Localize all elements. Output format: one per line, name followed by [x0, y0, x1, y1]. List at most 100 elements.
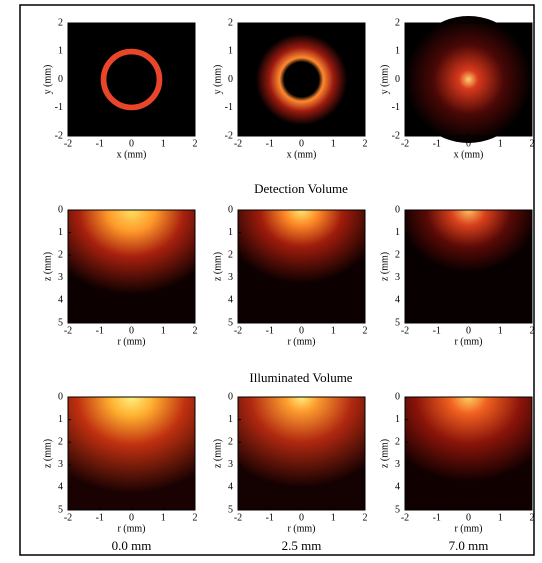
page: -2 -1 0 1 2 -2 -1 0 1 2 x (mm) y (mm) -2 -1 0 1 2 -2 -1 0 1 2… [0, 0, 542, 563]
x-tick-label: 0 [299, 325, 304, 336]
y-tick-label: -2 [225, 130, 233, 141]
y-tick-label: 0 [58, 204, 63, 215]
y-tick-label: 0 [228, 74, 233, 85]
y-tick-label: 5 [58, 504, 63, 515]
x-tick-label: 2 [363, 325, 368, 336]
y-tick-label: 4 [395, 482, 400, 493]
y-tick-label: 5 [228, 317, 233, 328]
y-tick-label: 3 [395, 459, 400, 470]
x-axis-label: x (mm) [454, 149, 484, 160]
y-tick-label: -1 [55, 102, 63, 113]
x-tick-label: 0 [466, 512, 471, 523]
x-tick-label: 0 [129, 325, 134, 336]
x-tick-label: 0 [299, 512, 304, 523]
y-axis-label: z (mm) [379, 439, 390, 468]
x-tick-label: 2 [193, 138, 198, 149]
y-tick-label: 0 [395, 74, 400, 85]
y-tick-label: 5 [395, 317, 400, 328]
figure: -2 -1 0 1 2 -2 -1 0 1 2 x (mm) y (mm) -2 -1 0 1 2 -2 -1 0 1 2… [0, 0, 542, 563]
y-tick-label: 1 [395, 414, 400, 425]
x-tick-label: -1 [266, 138, 274, 149]
y-tick-label: -2 [55, 130, 63, 141]
x-tick-label: -2 [234, 512, 242, 523]
y-tick-label: 3 [228, 272, 233, 283]
y-axis-label: z (mm) [212, 252, 223, 281]
y-tick-label: 0 [395, 204, 400, 215]
x-tick-label: 2 [530, 512, 535, 523]
y-tick-label: 2 [228, 249, 233, 260]
y-tick-label: 5 [395, 504, 400, 515]
y-tick-label: 2 [228, 436, 233, 447]
x-tick-label: -1 [96, 512, 104, 523]
row-title: Illuminated Volume [249, 370, 352, 385]
y-axis-label: z (mm) [212, 439, 223, 468]
x-tick-label: -1 [433, 512, 441, 523]
x-tick-label: -2 [64, 138, 72, 149]
column-label: 2.5 mm [282, 538, 322, 553]
y-tick-label: 0 [58, 74, 63, 85]
heatmap-image [68, 397, 195, 510]
x-tick-label: 2 [193, 325, 198, 336]
x-tick-label: 0 [299, 138, 304, 149]
heatmap-image [68, 210, 195, 323]
y-tick-label: 2 [395, 436, 400, 447]
x-axis-label: r (mm) [454, 336, 482, 347]
y-tick-label: -2 [392, 130, 400, 141]
y-tick-label: 4 [395, 295, 400, 306]
column-label: 0.0 mm [112, 538, 152, 553]
y-tick-label: 1 [58, 46, 63, 57]
y-tick-label: 5 [58, 317, 63, 328]
x-tick-label: -2 [401, 138, 409, 149]
y-tick-label: 1 [395, 46, 400, 57]
x-axis-label: r (mm) [287, 523, 315, 534]
x-tick-label: 1 [331, 138, 336, 149]
x-tick-label: -2 [401, 512, 409, 523]
y-tick-label: 0 [228, 204, 233, 215]
y-tick-label: 3 [228, 459, 233, 470]
x-tick-label: 2 [363, 512, 368, 523]
x-tick-label: 1 [161, 138, 166, 149]
x-axis-label: x (mm) [117, 149, 147, 160]
y-tick-label: -1 [225, 102, 233, 113]
x-tick-label: -2 [64, 325, 72, 336]
x-tick-label: 1 [498, 512, 503, 523]
x-tick-label: -2 [234, 138, 242, 149]
y-tick-label: 2 [395, 17, 400, 28]
x-tick-label: 1 [161, 512, 166, 523]
x-tick-label: 2 [530, 325, 535, 336]
row-title: Detection Volume [254, 181, 348, 196]
y-tick-label: 1 [395, 227, 400, 238]
y-axis-label: y (mm) [42, 65, 53, 95]
y-tick-label: 1 [228, 46, 233, 57]
x-tick-label: 2 [193, 512, 198, 523]
y-tick-label: 3 [58, 272, 63, 283]
x-tick-label: 2 [363, 138, 368, 149]
y-tick-label: 2 [228, 17, 233, 28]
x-axis-label: x (mm) [287, 149, 317, 160]
column-label: 7.0 mm [449, 538, 489, 553]
y-tick-label: 2 [395, 249, 400, 260]
x-tick-label: -2 [234, 325, 242, 336]
x-tick-label: 1 [331, 325, 336, 336]
heatmap-donut [256, 34, 347, 125]
y-tick-label: 1 [228, 227, 233, 238]
x-tick-label: -1 [433, 325, 441, 336]
x-tick-label: -1 [96, 325, 104, 336]
heatmap-image [405, 210, 532, 323]
y-axis-label: z (mm) [42, 252, 53, 281]
y-tick-label: 3 [58, 459, 63, 470]
y-tick-label: 0 [395, 391, 400, 402]
y-tick-label: 4 [228, 295, 233, 306]
x-tick-label: 1 [498, 138, 503, 149]
y-tick-label: 4 [228, 482, 233, 493]
heatmap-image [405, 397, 532, 510]
x-tick-label: 2 [530, 138, 535, 149]
x-tick-label: 0 [129, 512, 134, 523]
y-axis-label: y (mm) [379, 65, 390, 95]
y-tick-label: 0 [228, 391, 233, 402]
x-tick-label: 1 [161, 325, 166, 336]
x-tick-label: -1 [96, 138, 104, 149]
x-tick-label: 1 [498, 325, 503, 336]
y-tick-label: 0 [58, 391, 63, 402]
y-axis-label: z (mm) [379, 252, 390, 281]
